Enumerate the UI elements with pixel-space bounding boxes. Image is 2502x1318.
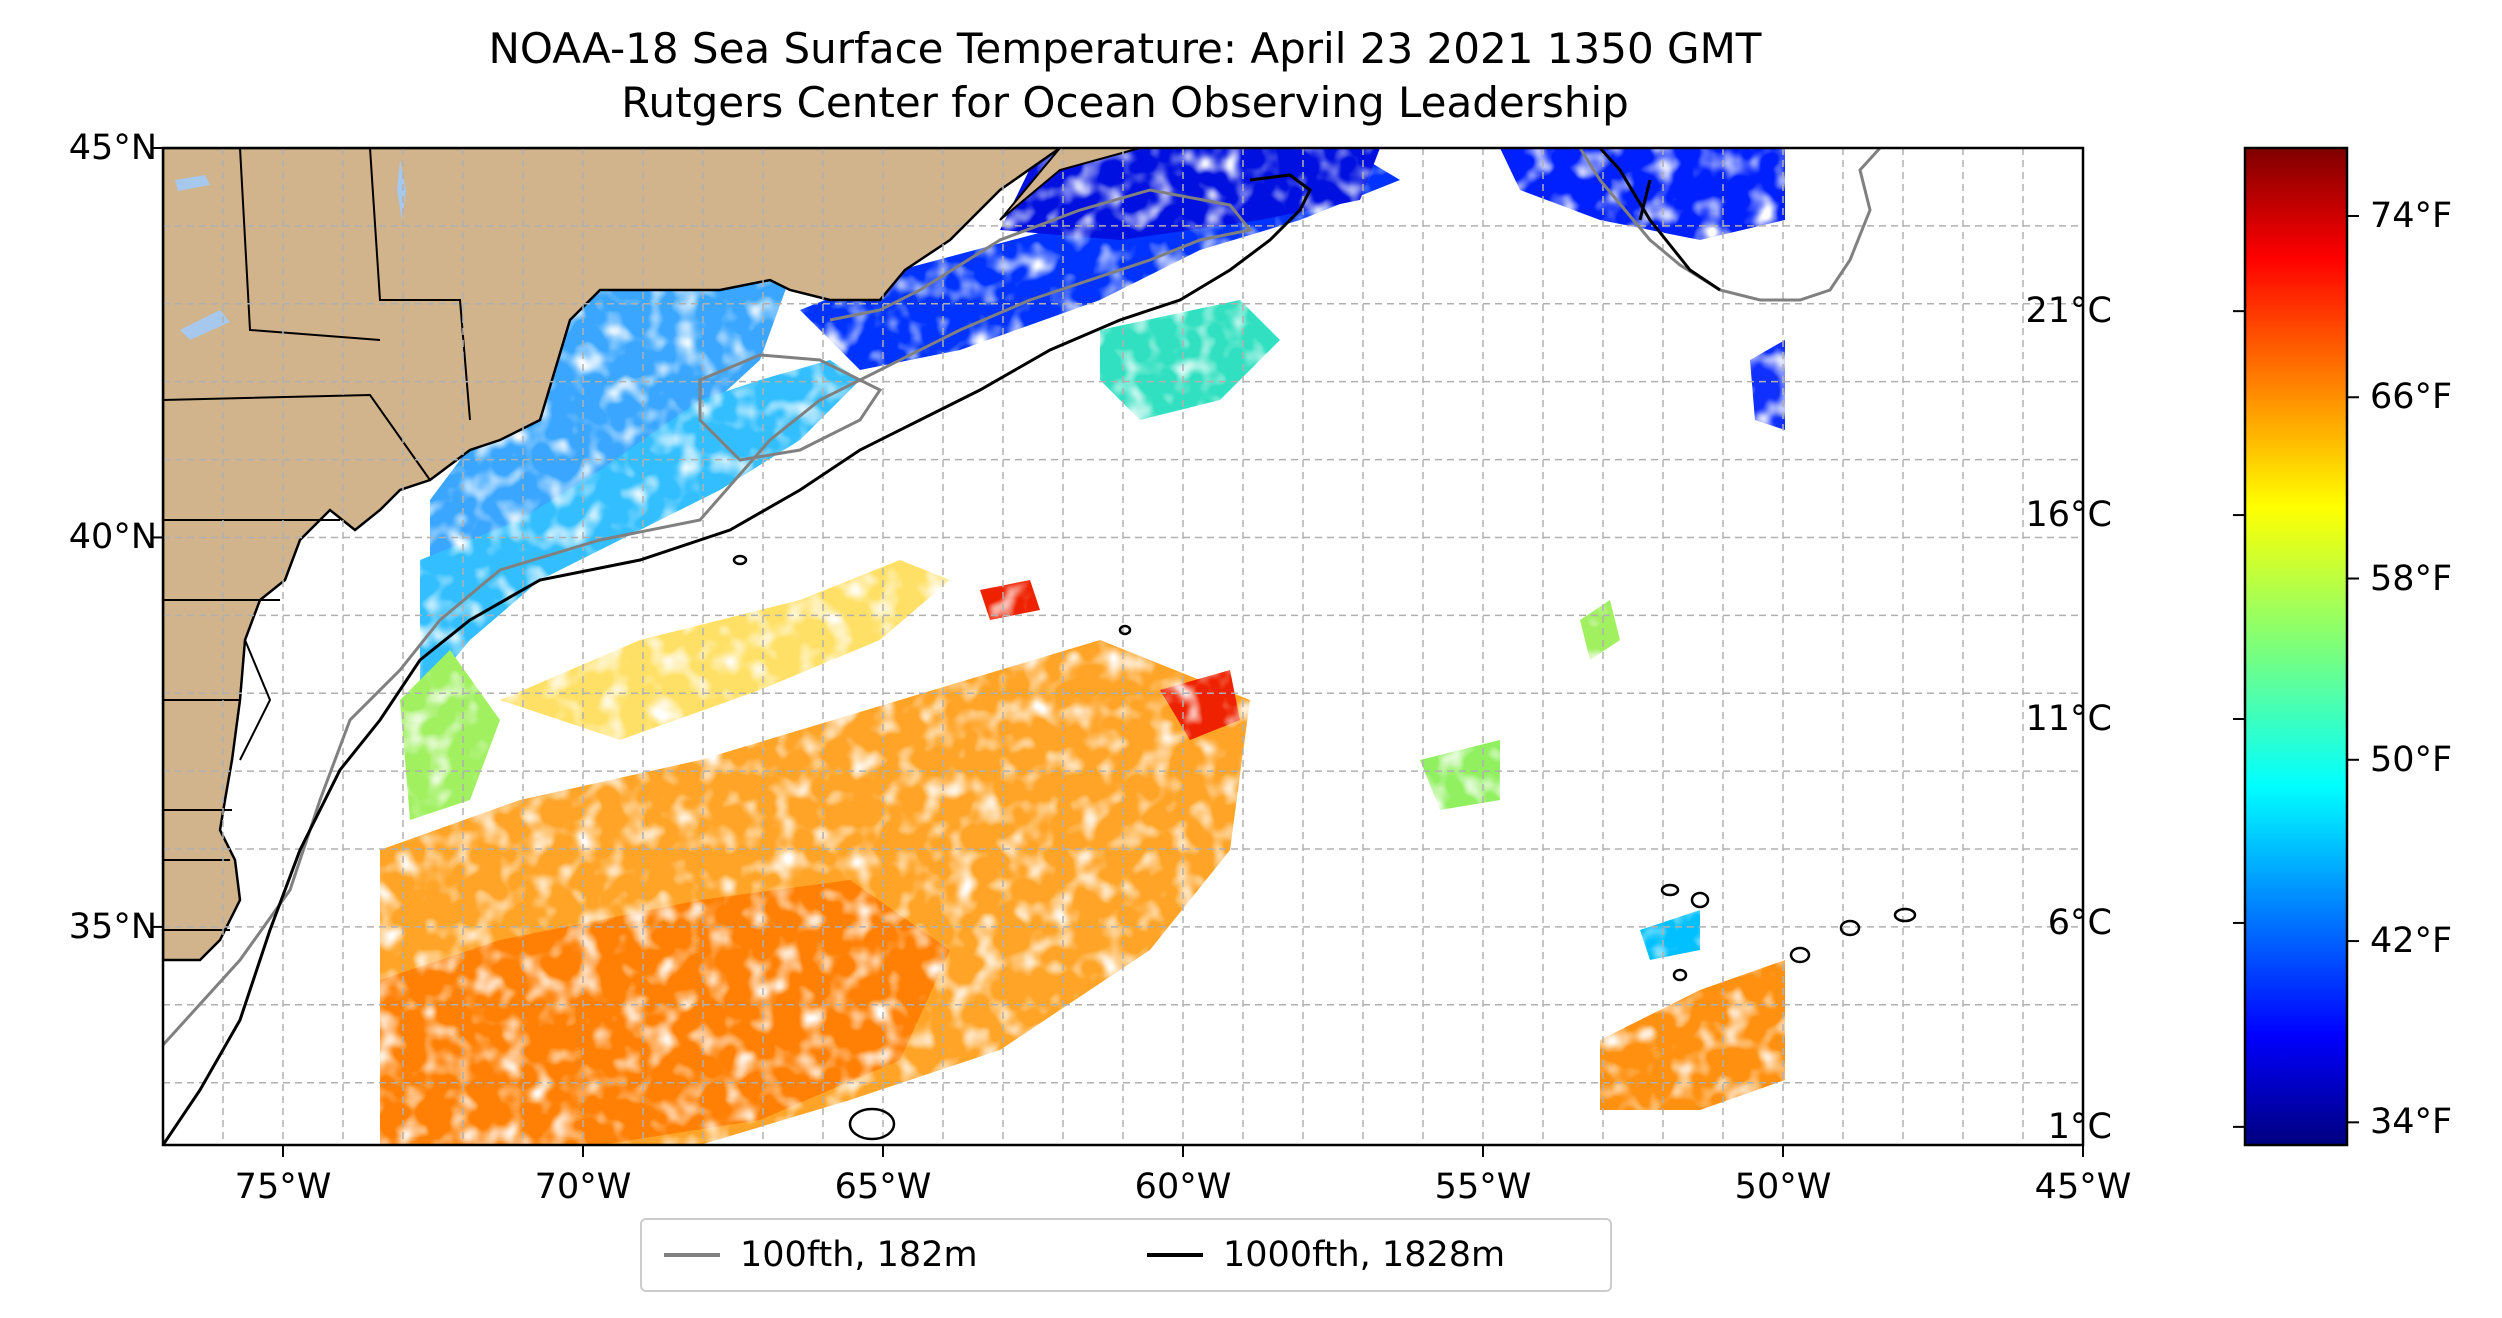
x-tick-label: 60°W: [1134, 1167, 1232, 1207]
gridlines: [163, 148, 2083, 1145]
legend-item-100fth: 100fth, 182m: [664, 1220, 978, 1290]
y-tick-label: 45°N: [68, 128, 157, 168]
colorbar-label-f: 42°F: [2370, 921, 2453, 962]
map-frame: [161, 146, 2085, 1147]
legend-item-1000fth: 1000fth, 1828m: [1147, 1220, 1505, 1290]
x-tick-label: 65°W: [834, 1167, 932, 1207]
isobath-100fth: [163, 148, 1882, 1047]
legend: 100fth, 182m 1000fth, 1828m: [640, 1218, 1612, 1292]
colorbar-label-f: 50°F: [2370, 739, 2453, 780]
x-tick-label: 70°W: [534, 1167, 632, 1207]
colorbar-label-f: 58°F: [2370, 558, 2453, 599]
lakes: [175, 160, 406, 340]
colorbar-label-c: 1°C: [2047, 1106, 2112, 1147]
colorbar-label-c: 21°C: [2025, 291, 2112, 332]
colorbar-label-c: 6°C: [2047, 902, 2112, 943]
axis-ticks: [151, 147, 2084, 1157]
colorbar-label-c: 11°C: [2025, 699, 2112, 739]
x-tick-label: 50°W: [1734, 1167, 1832, 1207]
isobath-1000fth: [163, 148, 1721, 1145]
colorbar-ticks: [2233, 214, 2359, 1128]
seamount-contours: [732, 554, 1917, 1141]
legend-line-1000fth: [1147, 1253, 1203, 1257]
state-borders: [163, 148, 471, 931]
nova-scotia-land: [999, 148, 1141, 221]
legend-label-100fth: 100fth, 182m: [740, 1235, 978, 1275]
chart-subtitle: Rutgers Center for Ocean Observing Leade…: [621, 78, 1629, 127]
colorbar: [2243, 146, 2349, 1147]
colorbar-label-f: 74°F: [2370, 195, 2453, 236]
x-tick-label: 45°W: [2034, 1167, 2132, 1207]
legend-label-1000fth: 1000fth, 1828m: [1223, 1235, 1506, 1275]
x-tick-label: 55°W: [1434, 1167, 1532, 1207]
colorbar-label-c: 16°C: [2025, 495, 2112, 536]
y-tick-label: 40°N: [68, 517, 157, 558]
x-tick-label: 75°W: [234, 1167, 332, 1207]
legend-line-100fth: [664, 1253, 720, 1257]
chart-title: NOAA-18 Sea Surface Temperature: April 2…: [488, 24, 1762, 73]
y-tick-label: 35°N: [68, 906, 157, 947]
map-area: [163, 148, 2083, 1145]
colorbar-label-f: 34°F: [2370, 1102, 2453, 1143]
land: [163, 148, 1063, 962]
colorbar-label-f: 66°F: [2370, 377, 2453, 418]
